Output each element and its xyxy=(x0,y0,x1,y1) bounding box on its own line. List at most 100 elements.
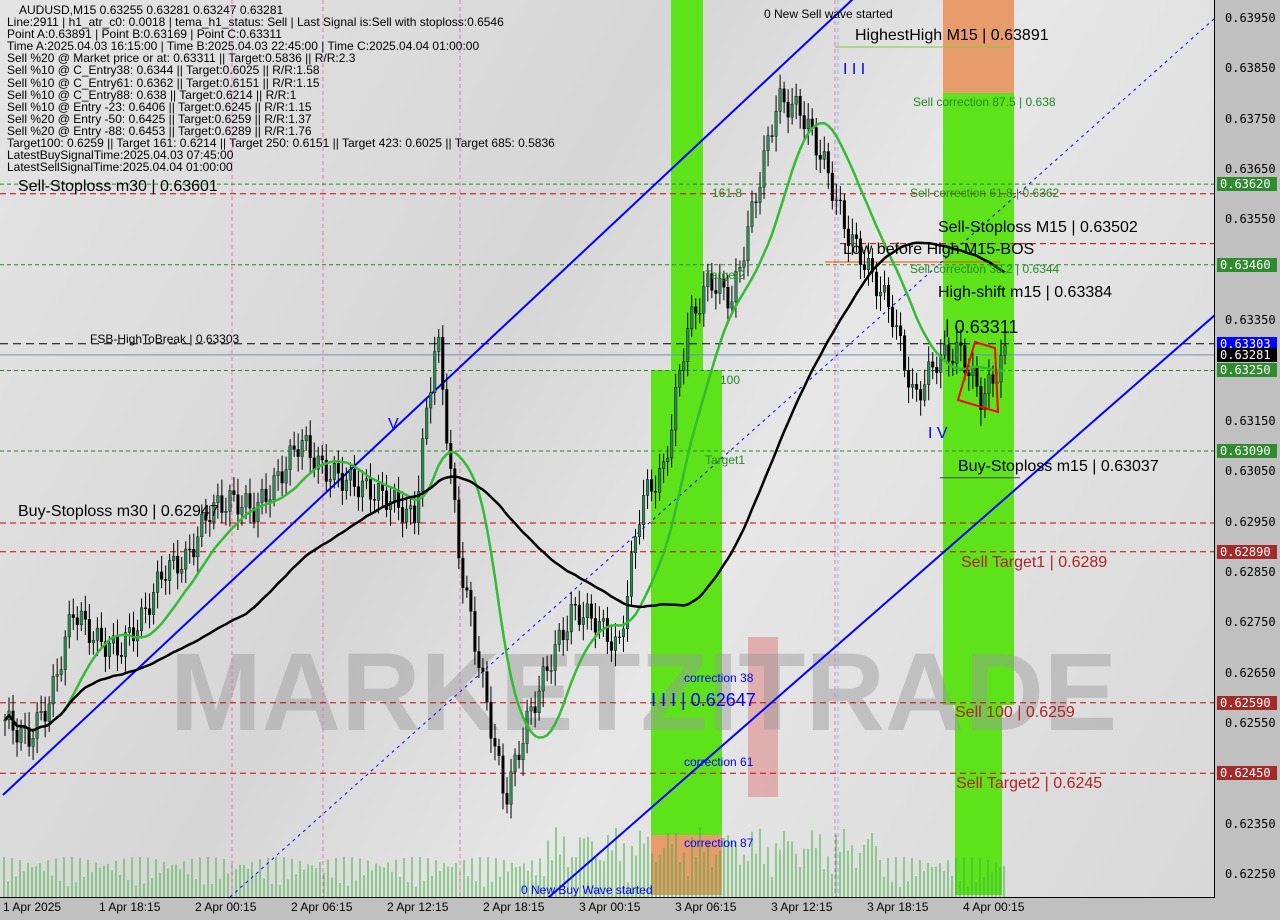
info-line: Sell %10 @ Entry -23: 0.6406 || Target:0… xyxy=(7,99,312,114)
candle-body xyxy=(168,560,172,581)
candle-body xyxy=(348,469,352,481)
candle-body xyxy=(252,507,256,523)
candle-body xyxy=(838,199,842,202)
candle-body xyxy=(650,479,654,492)
candle-body xyxy=(75,617,79,625)
candle-body xyxy=(858,238,862,265)
x-tick-label: 2 Apr 18:15 xyxy=(483,900,545,914)
candle-body xyxy=(469,589,473,612)
candle-body xyxy=(328,479,332,482)
candle-body xyxy=(742,260,746,268)
candle-body xyxy=(854,234,858,239)
candle-body xyxy=(517,754,521,760)
candle-body xyxy=(862,264,866,270)
annotation-buy-stoploss-m15: Buy-Stoploss m15 | 0.63037 xyxy=(958,458,1159,475)
candle-body xyxy=(360,480,364,498)
candle-body xyxy=(95,627,99,641)
candle-body xyxy=(336,463,340,474)
info-line: Time A:2025.04.03 16:15:00 | Time B:2025… xyxy=(7,39,480,54)
candle-body xyxy=(144,607,148,610)
y-tick-label: 0.63150 xyxy=(1225,413,1276,428)
candle-body xyxy=(493,738,497,747)
candle-body xyxy=(220,495,224,513)
candle-body xyxy=(911,384,915,388)
candle-body xyxy=(513,754,517,773)
annotation-target1: Target1 xyxy=(705,453,746,467)
candle-body xyxy=(433,351,437,393)
candle-body xyxy=(754,201,758,204)
candle-body xyxy=(127,627,131,633)
candle-body xyxy=(630,552,634,597)
candle-body xyxy=(115,635,119,656)
candle-body xyxy=(971,367,975,376)
candle-body xyxy=(577,604,581,625)
candle-body xyxy=(887,285,891,308)
x-tick-label: 3 Apr 12:15 xyxy=(771,900,833,914)
candle-body xyxy=(670,429,674,459)
y-tick-label: 0.62350 xyxy=(1225,816,1276,831)
candle-body xyxy=(368,478,372,500)
candle-body xyxy=(589,603,593,619)
candle-body xyxy=(959,342,963,346)
candle-body xyxy=(123,632,127,657)
candle-body xyxy=(172,555,176,561)
annotation-correction61: correction 61 xyxy=(684,755,754,769)
candle-body xyxy=(192,548,196,558)
candle-body xyxy=(497,746,501,757)
candle-body xyxy=(164,579,168,581)
candle-body xyxy=(356,486,360,498)
candle-body xyxy=(625,596,629,630)
price-axis[interactable]: 0.63950 0.63850 0.63750 0.63650 0.63550 0.633… xyxy=(1215,0,1280,898)
candle-body xyxy=(352,469,356,487)
x-tick-label: 2 Apr 06:15 xyxy=(291,900,353,914)
candle-body xyxy=(87,619,91,643)
candle-body xyxy=(999,355,1003,383)
candle-body xyxy=(477,651,481,669)
candle-body xyxy=(561,629,565,641)
candle-body xyxy=(662,461,666,469)
annotation-sell-target2: Sell Target2 | 0.6245 xyxy=(956,775,1103,792)
candle-body xyxy=(746,226,750,261)
candle-body xyxy=(927,361,931,385)
candle-body xyxy=(441,336,445,390)
candle-body xyxy=(15,730,19,743)
candle-body xyxy=(842,200,846,230)
info-line: Point A:0.63891 | Point B:0.63169 | Poin… xyxy=(7,27,282,42)
annotation-buy-stoploss-m30: Buy-Stoploss m30 | 0.62947 xyxy=(18,503,219,520)
annotation-wave-v: V xyxy=(388,416,399,433)
candle-body xyxy=(899,325,903,336)
candle-body xyxy=(216,495,220,503)
abc-pattern xyxy=(956,340,1000,414)
candle-body xyxy=(385,490,389,510)
candle-body xyxy=(35,712,39,739)
y-tick-label: 0.63850 xyxy=(1225,61,1276,76)
candle-body xyxy=(152,592,156,615)
candle-body xyxy=(529,706,533,712)
watermark-block xyxy=(748,637,778,797)
candle-body xyxy=(726,287,730,309)
candle-body xyxy=(212,502,216,523)
candle-body xyxy=(935,366,939,373)
candle-body xyxy=(256,502,260,523)
candle-body xyxy=(63,636,67,670)
price-chart-svg: MARKETZITRADE xyxy=(0,0,1214,897)
y-tick-label: 0.62650 xyxy=(1225,665,1276,680)
candle-body xyxy=(545,666,549,671)
indicator-info-panel: AUDUSD,M15 0.63255 0.63281 0.63247 0.632… xyxy=(7,4,555,173)
candle-body xyxy=(405,508,409,523)
candle-body xyxy=(188,548,192,551)
annotation-sell-corr-875: Sell correction 87.5 | 0.638 xyxy=(913,95,1056,109)
candle-body xyxy=(312,457,316,470)
candle-body xyxy=(393,489,397,502)
candle-body xyxy=(324,459,328,482)
candle-body xyxy=(758,186,762,203)
chart-plot-area[interactable]: MARKETZITRADE AUDUSD,M15 0.63255 0.63281… xyxy=(0,0,1215,898)
candle-body xyxy=(136,630,140,642)
annotation-highest-high: HighestHigh M15 | 0.63891 xyxy=(855,27,1049,44)
candle-body xyxy=(372,499,376,501)
candle-body xyxy=(774,111,778,137)
candle-body xyxy=(55,674,59,677)
info-line: Line:2911 | h1_atr_c0: 0.0018 | tema_h1_… xyxy=(7,15,504,30)
candle-body xyxy=(489,701,493,739)
y-tick-label: 0.63350 xyxy=(1225,313,1276,328)
